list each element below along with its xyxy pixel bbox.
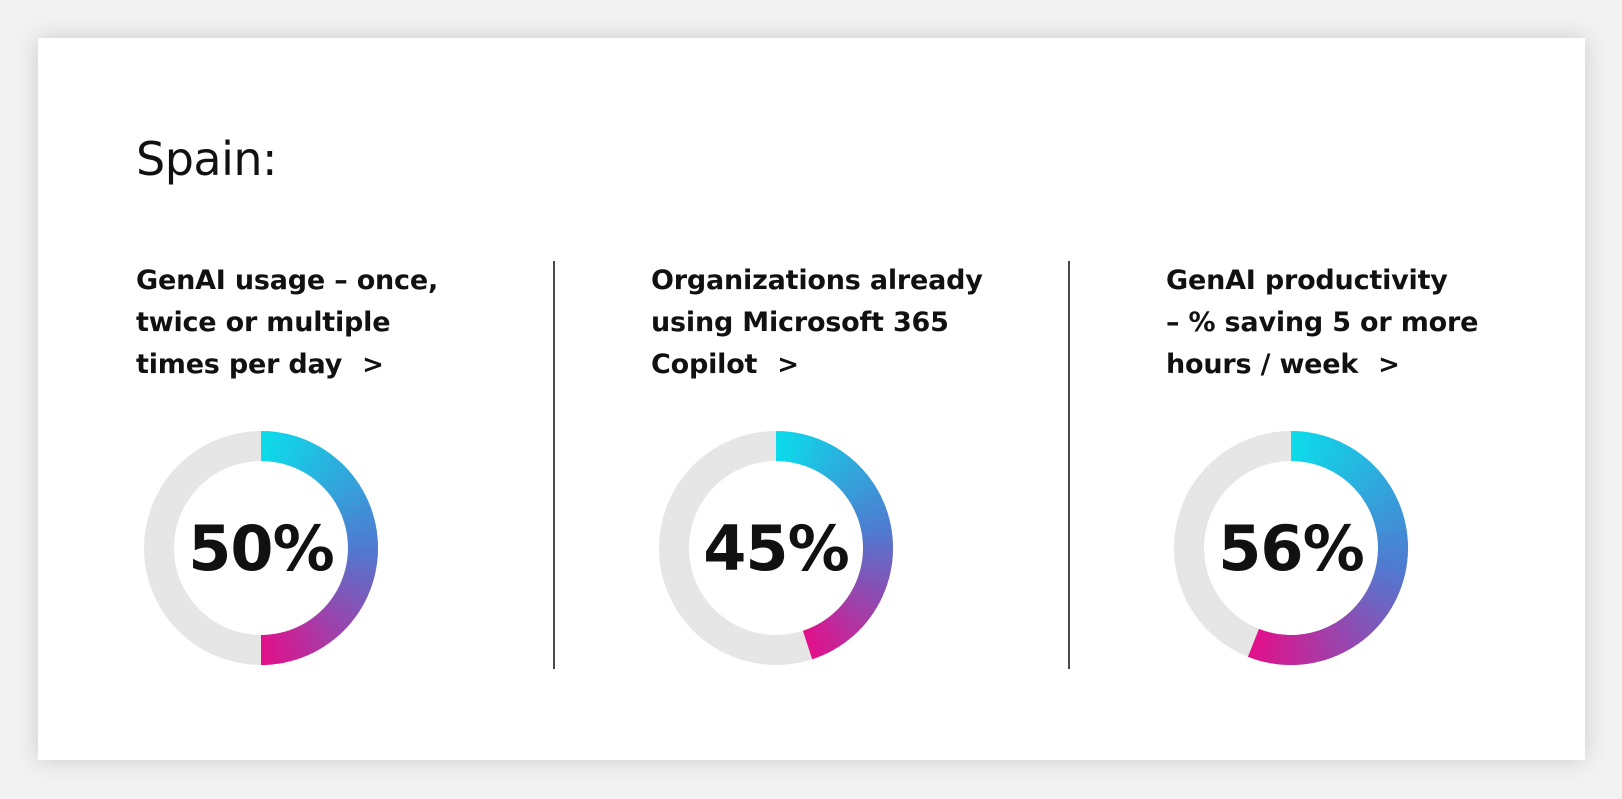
donut-chart: 45%	[651, 423, 901, 673]
donut-chart: 50%	[136, 423, 386, 673]
donut-arc-segment	[1247, 628, 1264, 659]
stat-genai-productivity: GenAI productivity – % saving 5 or more …	[1166, 260, 1516, 666]
stat-label[interactable]: GenAI productivity – % saving 5 or more …	[1166, 260, 1516, 386]
donut-value: 50%	[188, 511, 334, 585]
chevron-right-icon[interactable]: >	[1378, 350, 1400, 380]
donut-value: 45%	[703, 511, 849, 585]
donut-fill	[775, 430, 894, 660]
stat-genai-usage: GenAI usage – once, twice or multiple ti…	[136, 260, 486, 665]
stat-label-text: GenAI productivity – % saving 5 or more …	[1166, 265, 1479, 380]
stat-copilot-usage: Organizations already using Microsoft 36…	[651, 260, 1001, 665]
column-divider	[553, 261, 555, 669]
donut-fill	[1247, 430, 1409, 666]
page-title: Spain:	[136, 132, 278, 186]
stat-label-text: Organizations already using Microsoft 36…	[651, 265, 983, 380]
donut-fill	[260, 430, 379, 665]
column-divider	[1068, 261, 1070, 669]
donut-arc-segment	[802, 629, 818, 660]
chevron-right-icon[interactable]: >	[777, 350, 799, 380]
stat-label[interactable]: GenAI usage – once, twice or multiple ti…	[136, 260, 486, 386]
chevron-right-icon[interactable]: >	[362, 350, 384, 380]
donut-value: 56%	[1218, 511, 1364, 585]
stat-label-text: GenAI usage – once, twice or multiple ti…	[136, 265, 439, 380]
stat-label[interactable]: Organizations already using Microsoft 36…	[651, 260, 1001, 386]
donut-chart: 56%	[1166, 423, 1416, 673]
